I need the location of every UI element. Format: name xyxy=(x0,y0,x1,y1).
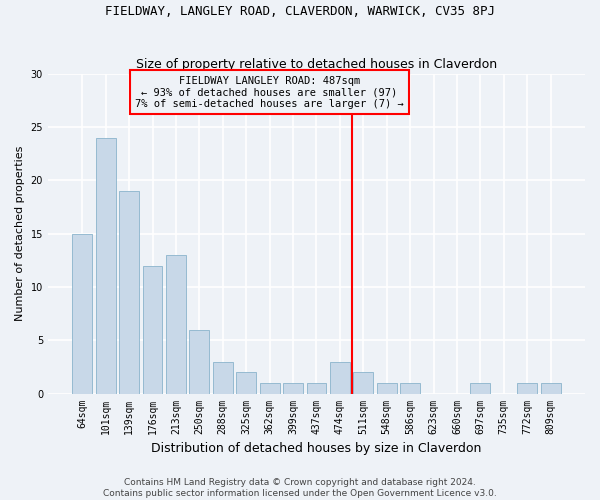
X-axis label: Distribution of detached houses by size in Claverdon: Distribution of detached houses by size … xyxy=(151,442,482,455)
Bar xyxy=(119,191,139,394)
Bar xyxy=(307,383,326,394)
Bar xyxy=(517,383,537,394)
Bar xyxy=(377,383,397,394)
Bar xyxy=(73,234,92,394)
Bar xyxy=(283,383,303,394)
Bar xyxy=(470,383,490,394)
Y-axis label: Number of detached properties: Number of detached properties xyxy=(15,146,25,321)
Bar xyxy=(400,383,420,394)
Bar xyxy=(96,138,116,394)
Bar xyxy=(166,255,186,394)
Bar xyxy=(330,362,350,394)
Bar xyxy=(260,383,280,394)
Bar xyxy=(143,266,163,394)
Text: Contains HM Land Registry data © Crown copyright and database right 2024.
Contai: Contains HM Land Registry data © Crown c… xyxy=(103,478,497,498)
Text: FIELDWAY, LANGLEY ROAD, CLAVERDON, WARWICK, CV35 8PJ: FIELDWAY, LANGLEY ROAD, CLAVERDON, WARWI… xyxy=(105,5,495,18)
Title: Size of property relative to detached houses in Claverdon: Size of property relative to detached ho… xyxy=(136,58,497,71)
Bar xyxy=(541,383,560,394)
Bar xyxy=(190,330,209,394)
Text: FIELDWAY LANGLEY ROAD: 487sqm
← 93% of detached houses are smaller (97)
7% of se: FIELDWAY LANGLEY ROAD: 487sqm ← 93% of d… xyxy=(135,76,404,109)
Bar xyxy=(236,372,256,394)
Bar xyxy=(353,372,373,394)
Bar xyxy=(213,362,233,394)
